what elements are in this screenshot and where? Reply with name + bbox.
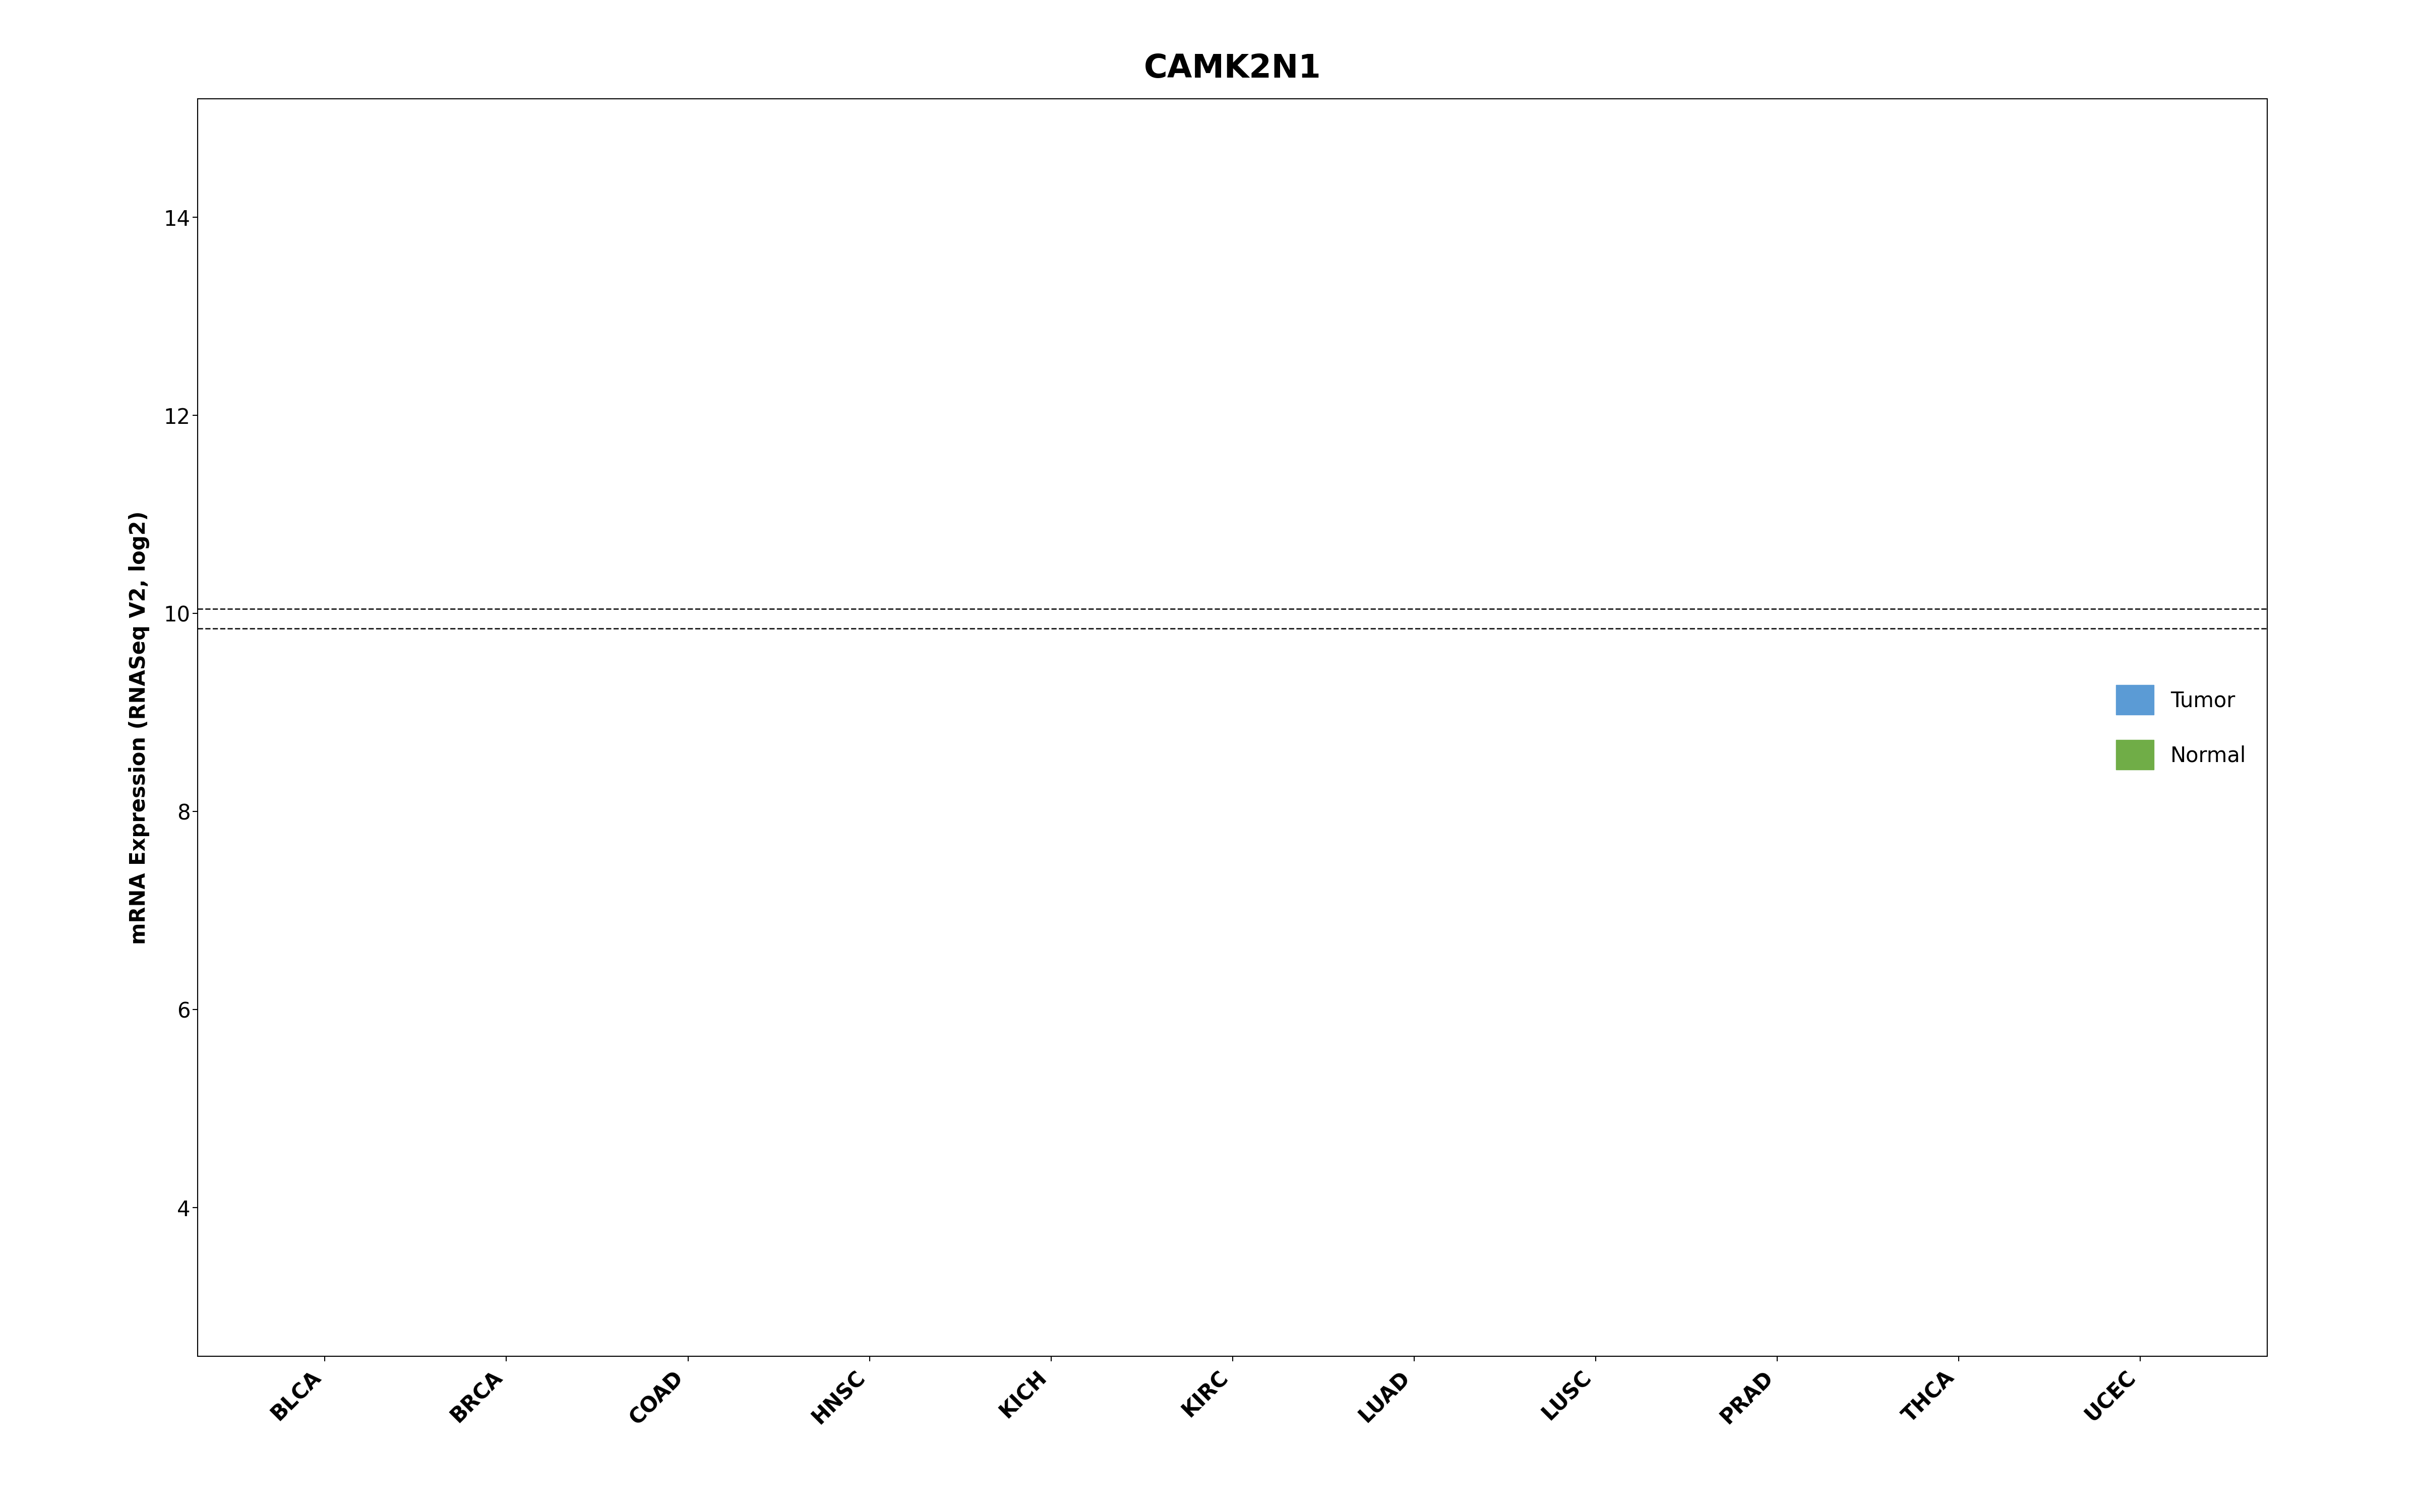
Legend: Tumor, Normal: Tumor, Normal <box>2105 674 2258 780</box>
Y-axis label: mRNA Expression (RNASeq V2, log2): mRNA Expression (RNASeq V2, log2) <box>128 511 150 945</box>
Title: CAMK2N1: CAMK2N1 <box>1145 53 1321 85</box>
